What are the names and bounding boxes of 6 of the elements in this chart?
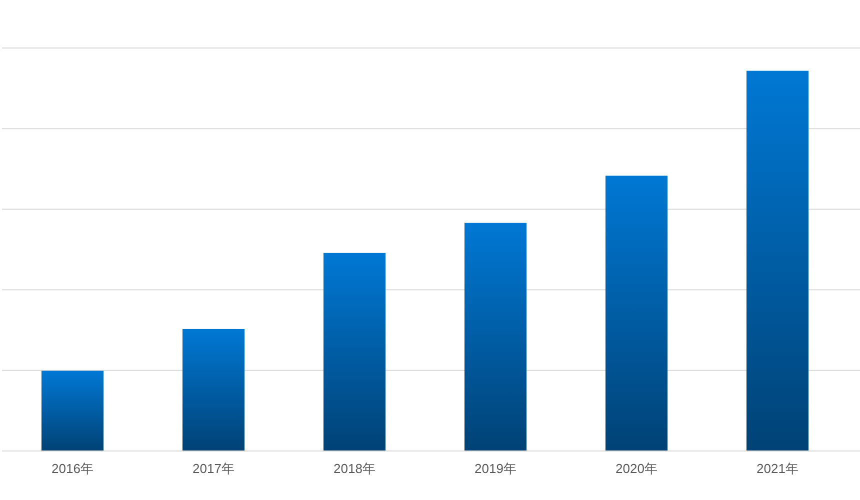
x-tick-label: 2018年: [334, 461, 376, 476]
x-tick-label: 2019年: [474, 461, 516, 476]
x-tick-label: 2020年: [616, 461, 658, 476]
x-tick-label: 2016年: [52, 461, 94, 476]
x-tick-label: 2017年: [192, 461, 234, 476]
x-tick-label: 2021年: [756, 461, 798, 476]
